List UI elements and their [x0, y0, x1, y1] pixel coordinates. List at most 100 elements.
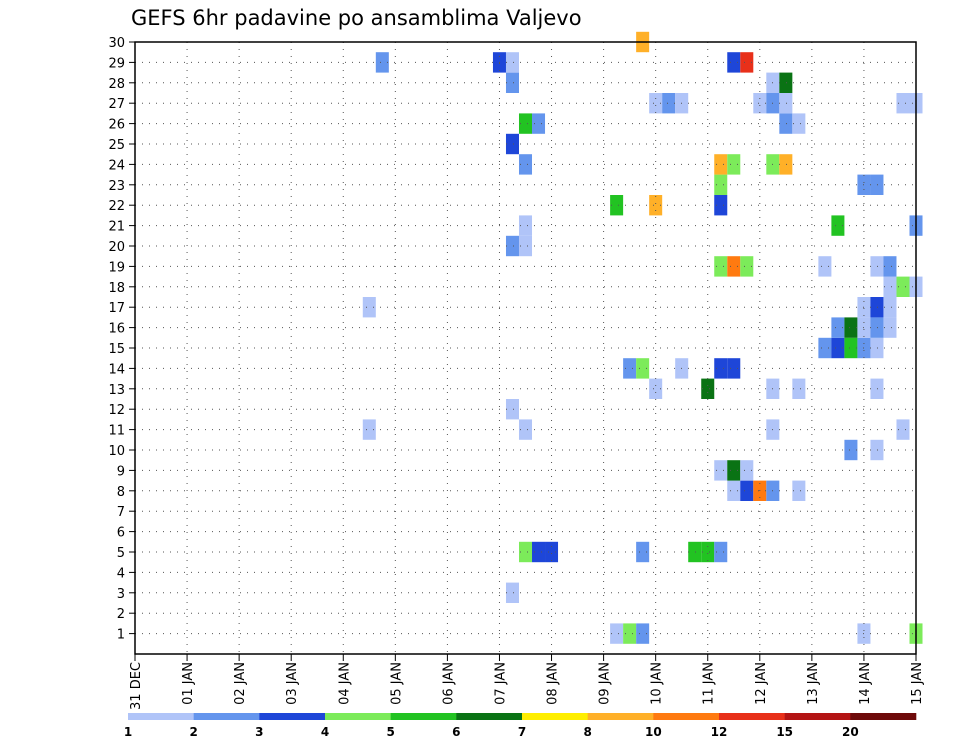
- data-cell: [505, 235, 519, 257]
- y-tick-label: 17: [108, 301, 125, 316]
- x-tick-label: 04 JAN: [337, 662, 352, 705]
- y-tick-label: 28: [108, 77, 125, 92]
- colorbar-swatch: [719, 713, 785, 720]
- data-cell: [870, 297, 884, 318]
- colorbar-swatch: [653, 713, 720, 720]
- data-cell: [714, 154, 728, 175]
- data-cell: [532, 113, 546, 134]
- y-tick-label: 3: [117, 587, 125, 602]
- x-tick-label: 15 JAN: [910, 662, 925, 705]
- colorbar-swatch: [259, 713, 326, 720]
- data-cell: [779, 93, 793, 114]
- y-tick-label: 12: [108, 403, 125, 418]
- y-tick-label: 18: [108, 281, 125, 296]
- x-tick-label: 10 JAN: [650, 662, 665, 705]
- y-tick-label: 15: [108, 342, 125, 357]
- y-tick-label: 29: [108, 56, 125, 71]
- data-cell: [883, 297, 897, 318]
- colorbar-swatch: [850, 713, 917, 720]
- colorbar-label: 10: [645, 725, 662, 739]
- data-cell: [792, 480, 806, 501]
- data-cell: [870, 439, 884, 461]
- y-tick-label: 11: [108, 424, 125, 439]
- y-tick-label: 26: [108, 118, 125, 133]
- y-tick-label: 10: [108, 444, 125, 459]
- y-tick-label: 5: [117, 546, 125, 561]
- x-tick-label: 09 JAN: [598, 662, 613, 705]
- data-cell: [753, 93, 767, 114]
- x-tick-label: 12 JAN: [754, 662, 769, 705]
- data-cell: [883, 256, 897, 277]
- colorbar-label: 3: [255, 725, 263, 739]
- y-tick-label: 7: [117, 505, 125, 520]
- colorbar-label: 6: [452, 725, 460, 739]
- data-cell: [701, 541, 715, 563]
- data-cell: [844, 439, 858, 461]
- data-cell: [518, 113, 533, 134]
- data-cell: [636, 358, 650, 379]
- data-cell: [740, 480, 754, 501]
- colorbar-label: 8: [583, 725, 591, 739]
- data-cell: [649, 195, 663, 216]
- data-cell: [740, 256, 754, 277]
- data-cell: [362, 297, 376, 318]
- x-tick-label: 11 JAN: [702, 662, 717, 705]
- data-cell: [727, 358, 741, 379]
- data-cell: [792, 378, 806, 399]
- colorbar-swatch: [193, 713, 260, 720]
- data-cell: [362, 419, 376, 440]
- data-cell: [844, 317, 858, 338]
- data-cell: [844, 337, 858, 359]
- data-cell: [714, 195, 728, 216]
- data-cell: [518, 154, 533, 175]
- colorbar-label: 1: [124, 725, 132, 739]
- data-cell: [779, 154, 793, 175]
- data-cell: [610, 623, 624, 644]
- data-cell: [505, 133, 519, 155]
- data-cell: [779, 113, 793, 134]
- data-cell: [727, 52, 741, 73]
- data-cell: [610, 195, 624, 216]
- data-cell: [727, 154, 741, 175]
- colorbar-label: 2: [189, 725, 197, 739]
- y-tick-label: 22: [108, 199, 125, 214]
- data-cell: [831, 337, 845, 359]
- data-cell: [727, 460, 741, 481]
- data-cell: [545, 541, 559, 563]
- data-cell: [662, 93, 676, 114]
- data-cell: [818, 337, 832, 359]
- colorbar-swatch: [784, 713, 851, 720]
- x-tick-label: 13 JAN: [806, 662, 821, 705]
- colorbar-swatch: [325, 713, 391, 720]
- y-tick-label: 14: [108, 362, 125, 377]
- colorbar-label: 7: [518, 725, 526, 739]
- y-tick-label: 30: [108, 36, 125, 51]
- data-cell: [532, 541, 546, 563]
- x-tick-label: 14 JAN: [858, 662, 873, 705]
- x-tick-label: 07 JAN: [493, 662, 508, 705]
- y-tick-label: 25: [108, 138, 125, 153]
- data-cell: [883, 317, 897, 338]
- data-cell: [701, 378, 715, 399]
- y-tick-label: 13: [108, 383, 125, 398]
- data-cell: [896, 276, 910, 297]
- x-tick-label: 03 JAN: [285, 662, 300, 705]
- data-cell: [740, 460, 754, 481]
- y-tick-label: 8: [117, 485, 125, 500]
- data-cell: [649, 378, 663, 399]
- y-tick-label: 4: [117, 566, 125, 581]
- y-tick-label: 1: [117, 628, 125, 643]
- data-cell: [727, 256, 741, 277]
- colorbar-label: 20: [842, 725, 859, 739]
- x-tick-label: 08 JAN: [546, 662, 561, 705]
- data-cell: [714, 256, 728, 277]
- y-tick-label: 16: [108, 322, 125, 337]
- colorbar-label: 4: [321, 725, 329, 739]
- data-cell: [623, 623, 637, 644]
- data-cell: [649, 93, 663, 114]
- colorbar-label: 12: [711, 725, 728, 739]
- data-cell: [518, 215, 533, 236]
- data-cell: [870, 174, 884, 195]
- colorbar-swatch: [587, 713, 654, 720]
